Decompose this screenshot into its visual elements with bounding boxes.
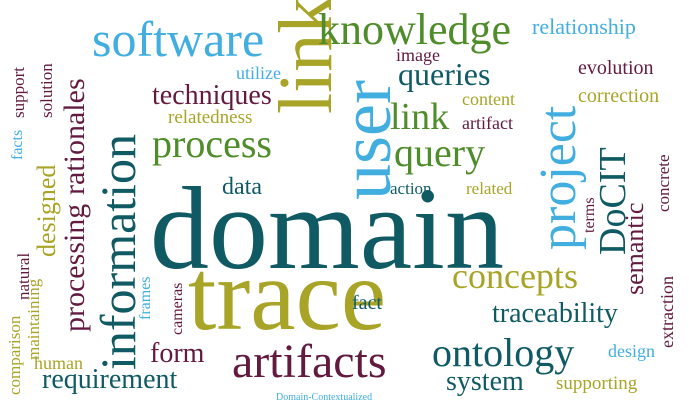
word-data: data (222, 174, 262, 200)
word-related: related (466, 179, 513, 198)
word-rationales: rationales (58, 78, 91, 195)
word-facts: facts (9, 129, 26, 160)
word-query: query (394, 130, 486, 175)
word-link: link (390, 96, 450, 138)
word-content: content (462, 89, 515, 109)
word-artifacts: artifacts (232, 335, 387, 388)
word-traceability: traceability (492, 298, 618, 329)
word-domain-contextualized: Domain-Contextualized (276, 392, 373, 403)
word-queries: queries (398, 56, 491, 92)
word-human: human (34, 353, 83, 373)
word-concepts: concepts (452, 256, 578, 296)
word-semantic: semantic (620, 202, 649, 295)
word-knowledge: knowledge (318, 5, 512, 54)
word-form: form (150, 338, 205, 369)
word-image: image (396, 45, 440, 65)
word-comparison: comparison (5, 315, 24, 395)
word-correction: correction (578, 85, 660, 107)
word-system: system (446, 366, 524, 397)
word-action: action (390, 179, 432, 198)
word-utilize: utilize (236, 63, 281, 83)
word-concrete: concrete (654, 154, 673, 212)
word-relationship: relationship (532, 14, 636, 39)
word-supporting: supporting (556, 373, 638, 394)
word-information: information (90, 133, 146, 370)
word-domain: domain (150, 163, 504, 294)
word-relatedness: relatedness (168, 107, 253, 128)
word-trace: trace (188, 239, 387, 352)
word-artifact: artifact (462, 113, 513, 133)
word-requirement: requirement (42, 364, 178, 395)
word-maintaining: maintaining (24, 278, 43, 360)
word-extraction: extraction (657, 276, 677, 348)
word-process: process (152, 121, 272, 166)
word-ontology: ontology (432, 330, 575, 375)
word-software: software (92, 11, 265, 67)
word-processing: processing (58, 203, 91, 332)
word-project: project (530, 105, 587, 250)
word-designed: designed (32, 164, 61, 257)
word-terms: terms (581, 197, 598, 233)
word-design: design (608, 341, 655, 361)
word-evolution: evolution (578, 57, 654, 79)
word-techniques: techniques (152, 80, 272, 111)
word-support: support (9, 67, 28, 118)
word-fact: fact (352, 292, 382, 314)
word-solution: solution (37, 63, 56, 118)
